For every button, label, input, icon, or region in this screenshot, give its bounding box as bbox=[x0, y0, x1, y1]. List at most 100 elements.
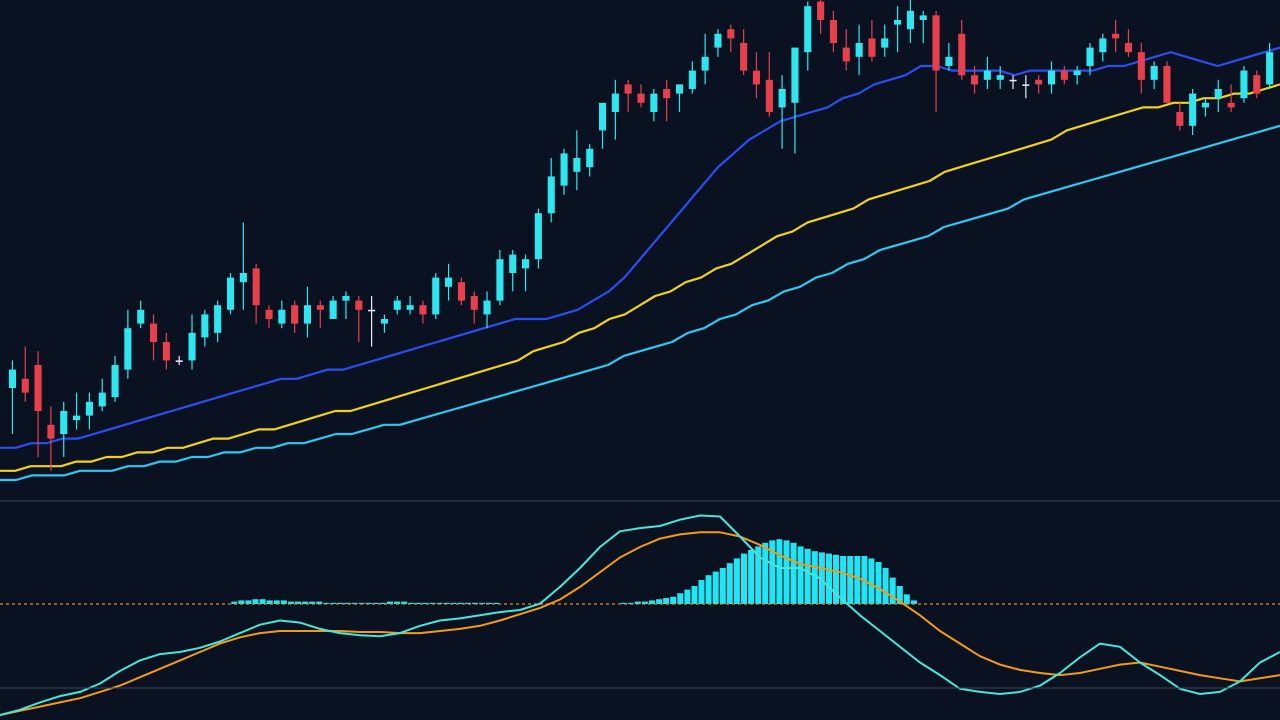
candle-body bbox=[573, 158, 581, 172]
candle-body bbox=[432, 277, 440, 315]
candle-body bbox=[34, 365, 42, 411]
candle-body bbox=[470, 296, 478, 310]
macd-histogram-bar bbox=[733, 558, 740, 604]
candle-body bbox=[188, 332, 196, 361]
candle-body bbox=[111, 365, 119, 398]
candle bbox=[983, 56, 991, 89]
macd-histogram-bar bbox=[309, 601, 316, 604]
candle bbox=[1009, 75, 1017, 89]
macd-histogram-bar bbox=[847, 556, 854, 604]
candle bbox=[919, 10, 927, 43]
candle bbox=[34, 351, 42, 457]
candle-body bbox=[868, 38, 876, 57]
candle bbox=[265, 305, 273, 329]
candle bbox=[278, 300, 286, 329]
candle-body bbox=[971, 75, 979, 85]
price-panel bbox=[0, 0, 1280, 482]
candle bbox=[1214, 79, 1222, 112]
macd-histogram-bar bbox=[776, 539, 783, 604]
candle-body bbox=[983, 70, 991, 80]
candle bbox=[958, 20, 966, 80]
candle-body bbox=[842, 47, 850, 62]
candle-body bbox=[611, 93, 619, 112]
macd-histogram-bar bbox=[818, 552, 825, 604]
candle-body bbox=[239, 273, 247, 283]
candle bbox=[457, 277, 465, 306]
macd-histogram-bar bbox=[726, 563, 733, 604]
candle-body bbox=[804, 6, 812, 53]
candle-body bbox=[509, 254, 517, 273]
candle bbox=[599, 102, 607, 149]
candle-body bbox=[1227, 102, 1235, 108]
candle-body bbox=[740, 43, 748, 71]
macd-histogram-bar bbox=[833, 554, 839, 604]
candle bbox=[1150, 61, 1158, 89]
candle bbox=[701, 33, 709, 85]
candle-body bbox=[894, 20, 902, 25]
candle-body bbox=[342, 296, 350, 301]
candle bbox=[419, 300, 427, 324]
candle-body bbox=[855, 43, 863, 57]
candle bbox=[752, 52, 760, 99]
candle bbox=[303, 286, 311, 338]
candle-body bbox=[727, 29, 735, 39]
macd-histogram-bar bbox=[762, 542, 769, 604]
candle-body bbox=[1189, 93, 1197, 126]
macd-histogram-bar bbox=[231, 601, 238, 604]
ma-slow-line bbox=[0, 124, 1280, 482]
candle-body bbox=[355, 300, 363, 310]
candle-body bbox=[124, 328, 132, 370]
candle bbox=[1048, 61, 1056, 94]
candle-body bbox=[1073, 70, 1081, 76]
candle-body bbox=[1099, 38, 1107, 53]
candle-body bbox=[303, 305, 311, 324]
candle-body bbox=[906, 10, 914, 30]
candle-body bbox=[329, 300, 337, 319]
candle bbox=[676, 84, 684, 112]
candle bbox=[47, 406, 55, 471]
candle bbox=[21, 346, 29, 402]
candle bbox=[534, 208, 542, 269]
macd-histogram-bar bbox=[337, 602, 344, 604]
candle-body bbox=[996, 75, 1004, 80]
candle-body bbox=[534, 213, 542, 260]
macd-histogram-bar bbox=[719, 568, 726, 604]
candle bbox=[1163, 61, 1171, 103]
candle-body bbox=[701, 56, 709, 71]
macd-histogram-bar bbox=[620, 602, 627, 604]
candle-body bbox=[1086, 47, 1094, 66]
candle bbox=[483, 291, 491, 329]
candle-body bbox=[765, 79, 773, 112]
candle bbox=[201, 309, 209, 347]
macd-histogram-bar bbox=[330, 602, 337, 604]
macd-histogram-bar bbox=[705, 575, 712, 604]
candle-body bbox=[676, 84, 684, 94]
candle-body bbox=[932, 15, 940, 71]
candle bbox=[945, 43, 953, 71]
candle bbox=[1035, 75, 1043, 94]
macd-histogram-bar bbox=[302, 601, 309, 604]
candle bbox=[855, 24, 863, 76]
macd-histogram-bar bbox=[889, 577, 896, 604]
macd-histogram-bar bbox=[450, 602, 457, 604]
candle-body bbox=[522, 259, 530, 269]
candle bbox=[1022, 75, 1030, 99]
candle bbox=[137, 300, 145, 329]
candle bbox=[406, 296, 414, 315]
candle bbox=[624, 79, 632, 112]
candle-body bbox=[98, 392, 106, 407]
macd-histogram-bar bbox=[266, 600, 273, 604]
candle bbox=[1112, 20, 1120, 53]
macd-histogram-bar bbox=[769, 540, 776, 604]
macd-histogram-bar bbox=[741, 553, 747, 604]
macd-histogram-bar bbox=[677, 593, 684, 604]
macd-histogram-bar bbox=[401, 601, 408, 604]
candle bbox=[214, 300, 222, 342]
candle-body bbox=[1048, 70, 1056, 85]
candle bbox=[342, 291, 350, 319]
candle-body bbox=[586, 148, 594, 168]
macd-histogram-bar bbox=[854, 556, 861, 604]
macd-histogram-bar bbox=[882, 568, 889, 604]
macd-histogram-bar bbox=[372, 602, 379, 604]
